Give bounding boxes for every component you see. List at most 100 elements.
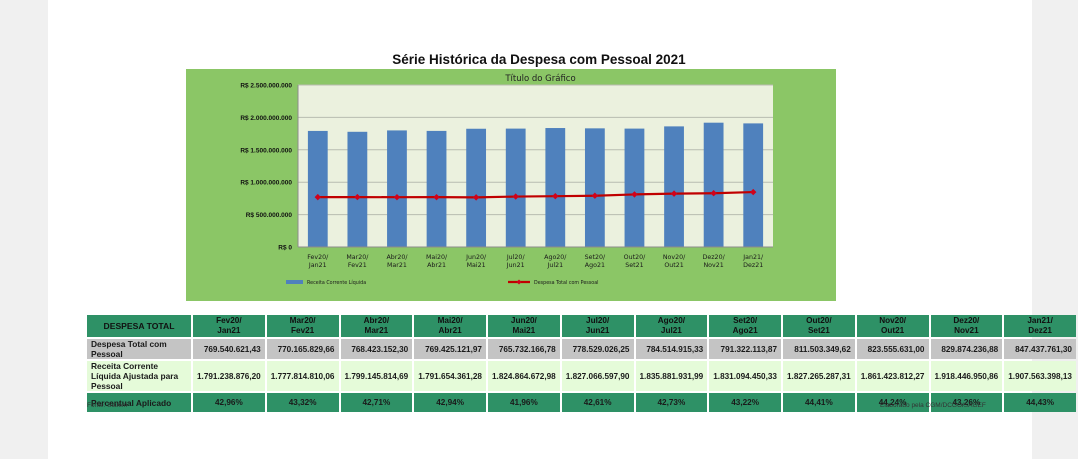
data-table: DESPESA TOTAL Fev20/Jan21 Mar20/Fev21 Abr2… (85, 313, 1078, 414)
x-tick-label: Ago21 (585, 262, 605, 269)
column-header-line-1: Jun20/ (510, 316, 537, 325)
x-tick-label: Mar20/ (346, 254, 369, 261)
column-header-line-1: Nov20/ (879, 316, 907, 325)
table-cell: 42,73% (635, 393, 708, 412)
table-header-label: DESPESA TOTAL (87, 315, 191, 337)
table-cell: 847.437.761,30 (1004, 339, 1076, 359)
x-tick-label: Mai20/ (426, 254, 448, 261)
bar-receita-corrente-liquida (307, 130, 328, 247)
table-cell: 769.425.121,97 (414, 339, 486, 359)
column-header-line-2: Abr21 (438, 326, 462, 335)
bar-receita-corrente-liquida (347, 131, 368, 247)
table-cell: 791.322.113,87 (709, 339, 781, 359)
table-cell: 769.540.621,43 (193, 339, 265, 359)
column-header-line-2: Ago21 (732, 326, 758, 335)
table-cell: 823.555.631,00 (856, 339, 929, 359)
y-tick-label: R$ 2.000.000.000 (240, 115, 292, 122)
row-label: Receita Corrente Líquida Ajustada para P… (87, 361, 191, 391)
table-cell: 1.835.881.931,99 (635, 361, 708, 391)
y-tick-label: R$ 500.000.000 (246, 212, 293, 219)
x-tick-label: Jul21 (546, 262, 563, 269)
column-header-line-2: Jul21 (660, 326, 682, 335)
chart-svg: Título do Gráfico R$ 0 R$ 500.000.000 R$ 1.… (240, 74, 773, 286)
bar-receita-corrente-liquida (624, 128, 645, 247)
x-tick-label: Nov21 (703, 262, 723, 269)
x-tick-label: Abr21 (427, 262, 446, 269)
x-tick-label: Dez20/ (703, 254, 726, 261)
marker-despesa-total-pessoal (314, 193, 321, 201)
column-header-line-2: Jun21 (585, 326, 610, 335)
table-cell: 44,43% (1004, 393, 1076, 412)
credit-note: Elaborado pela CGM/DCGO/SAGEF (880, 402, 986, 409)
x-tick-label: Jun20/ (465, 254, 487, 261)
column-header-line-2: Dez21 (1028, 326, 1052, 335)
table-column-header: Dez20/Nov21 (930, 315, 1003, 337)
row-label: Percentual Aplicado (87, 393, 191, 412)
column-header-line-2: Set21 (807, 326, 830, 335)
data-table-wrap: DESPESA TOTAL Fev20/Jan21 Mar20/Fev21 Abr2… (85, 313, 1078, 414)
table-column-header: Abr20/Mar21 (340, 315, 413, 337)
table-cell: 1.907.563.398,13 (1004, 361, 1076, 391)
table-cell: 1.831.094.450,33 (709, 361, 781, 391)
x-tick-label: Fev20/ (307, 254, 329, 261)
bar-receita-corrente-liquida (664, 126, 684, 247)
x-tick-label: Jul20/ (506, 254, 526, 261)
x-tick-label: Jan21/ (742, 254, 764, 261)
column-header-line-1: Out20/ (806, 316, 832, 325)
table-cell: 42,61% (561, 393, 634, 412)
column-header-line-1: Ago20/ (657, 316, 686, 325)
column-header-line-2: Out21 (881, 326, 905, 335)
table-cell: 42,71% (340, 393, 413, 412)
column-header-line-1: Jul20/ (586, 316, 610, 325)
chart-area: Título do Gráfico R$ 0 R$ 500.000.000 R$ 1.… (186, 69, 836, 301)
table-cell: 765.732.166,78 (488, 339, 560, 359)
table-cell: 1.824.864.672,98 (488, 361, 560, 391)
table-column-header: Mai20/Abr21 (414, 315, 486, 337)
marker-despesa-total-pessoal (354, 193, 361, 201)
x-tick-label: Out21 (664, 262, 683, 269)
table-column-header: Jun20/Mai21 (488, 315, 560, 337)
table-cell: 1.799.145.814,69 (340, 361, 413, 391)
column-header-line-1: Abr20/ (363, 316, 390, 325)
y-tick-label: R$ 1.500.000.000 (240, 147, 292, 154)
x-tick-label: Fev21 (348, 262, 367, 269)
table-cell: 41,96% (488, 393, 560, 412)
table-cell: 43,32% (266, 393, 339, 412)
x-tick-label: Ago20/ (544, 254, 567, 261)
x-tick-label: Mai21 (467, 262, 486, 269)
table-cell: 42,94% (414, 393, 486, 412)
bar-receita-corrente-liquida (703, 122, 724, 247)
x-tick-label: Mar21 (387, 262, 407, 269)
table-cell: 770.165.829,66 (266, 339, 339, 359)
x-tick-label: Abr20/ (386, 254, 408, 261)
table-column-header: Set20/Ago21 (709, 315, 781, 337)
table-cell: 811.503.349,62 (783, 339, 855, 359)
table-cell: 43,22% (709, 393, 781, 412)
y-tick-label: R$ 1.000.000.000 (240, 180, 292, 187)
column-header-line-2: Jan21 (217, 326, 241, 335)
table-cell: 1.791.654.361,28 (414, 361, 486, 391)
x-tick-label: Set20/ (585, 254, 606, 261)
legend-marker-despesa (516, 279, 522, 285)
column-header-line-1: Mai20/ (437, 316, 463, 325)
table-cell: 778.529.026,25 (561, 339, 634, 359)
table-cell: 1.827.265.287,31 (783, 361, 855, 391)
x-tick-label: Set21 (625, 262, 643, 269)
bar-receita-corrente-liquida (584, 128, 605, 247)
column-header-line-1: Mar20/ (289, 316, 316, 325)
row-label: Despesa Total com Pessoal (87, 339, 191, 359)
table-cell: 784.514.915,33 (635, 339, 708, 359)
table-cell: 1.791.238.876,20 (193, 361, 265, 391)
column-header-line-1: Jan21/ (1027, 316, 1053, 325)
bar-receita-corrente-liquida (545, 128, 566, 247)
table-cell: 1.777.814.810,06 (266, 361, 339, 391)
table-column-header: Out20/Set21 (783, 315, 855, 337)
table-cell: 42,96% (193, 393, 265, 412)
column-header-line-2: Mai21 (512, 326, 536, 335)
bar-receita-corrente-liquida (505, 128, 526, 247)
table-header-row: DESPESA TOTAL Fev20/Jan21 Mar20/Fev21 Abr2… (87, 315, 1076, 337)
table-cell: 44,41% (783, 393, 855, 412)
x-tick-label: Nov20/ (663, 254, 686, 261)
table-cell: 768.423.152,30 (340, 339, 413, 359)
column-header-line-1: Set20/ (733, 316, 758, 325)
